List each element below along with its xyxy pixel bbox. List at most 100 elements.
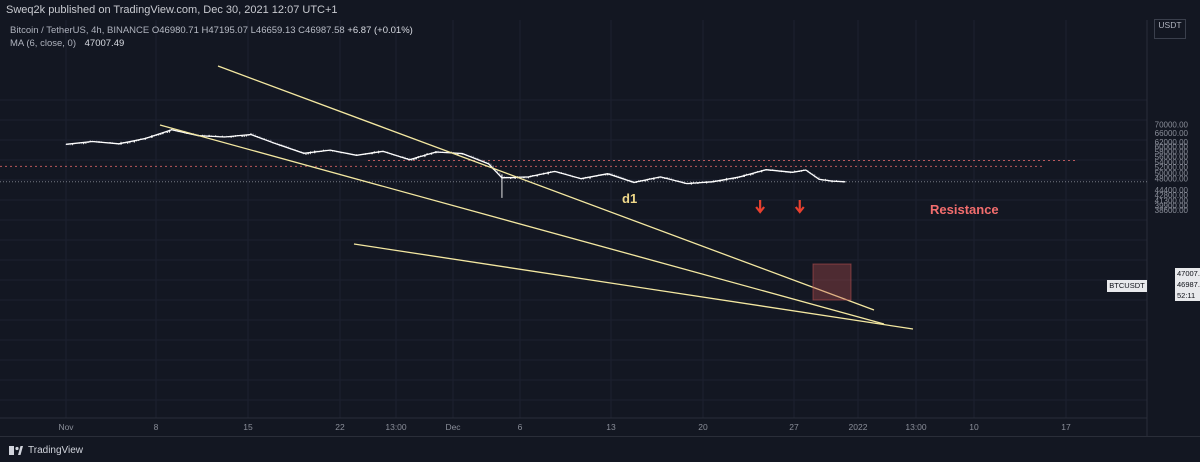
y-tick-label: 66000.00	[1155, 129, 1189, 138]
candle-body	[382, 151, 384, 153]
candle-body	[305, 153, 307, 155]
y-tick-label: 41300.00	[1155, 196, 1189, 205]
candle-body	[421, 156, 424, 157]
candle-body	[644, 180, 646, 182]
candle-body	[82, 143, 85, 144]
candle-body	[525, 177, 527, 179]
candle-body	[65, 144, 67, 146]
y-tick-label: 48000.00	[1155, 175, 1189, 184]
down-arrow-icon	[755, 200, 765, 214]
x-tick-label: 6	[518, 422, 523, 432]
candle-body	[749, 174, 752, 176]
candle-body	[527, 177, 530, 178]
x-tick-label: 27	[789, 422, 799, 432]
candle-body	[285, 145, 287, 147]
candle-body	[668, 177, 671, 179]
candle-body	[602, 174, 605, 176]
candle-body	[166, 132, 169, 133]
candle-body	[243, 135, 246, 137]
grid	[0, 20, 1147, 418]
x-tick-label: 15	[243, 422, 253, 432]
change-value: +6.87 (+0.01%)	[347, 25, 413, 36]
y-tick-label: 39900.00	[1155, 201, 1189, 210]
currency-badge[interactable]: USDT	[1154, 19, 1186, 39]
symbol-tag: BTCUSDT	[1107, 280, 1147, 292]
candle-body	[615, 174, 618, 176]
ohlc-values: O46980.71 H47195.07 L46659.13 C46987.58	[151, 25, 345, 36]
y-tick-label: 60000.00	[1155, 143, 1189, 152]
candle-body	[459, 153, 461, 155]
x-tick-label: 20	[698, 422, 708, 432]
candle-body	[252, 133, 254, 135]
candle-body	[509, 178, 512, 179]
candle-body	[410, 159, 413, 161]
d1-label: d1	[622, 191, 637, 206]
x-tick-label: 13:00	[385, 422, 407, 432]
candle-body	[734, 178, 737, 179]
candle-body	[232, 136, 235, 138]
tradingview-brand-label: TradingView	[28, 445, 84, 456]
trendline	[159, 124, 885, 325]
x-tick-label: 8	[154, 422, 159, 432]
candle-body	[490, 164, 492, 166]
tradingview-logo-icon	[9, 446, 23, 455]
candle-body	[269, 140, 272, 143]
candle-body	[265, 138, 268, 140]
x-tick-label: 13:00	[905, 422, 927, 432]
x-tick-label: 13	[606, 422, 616, 432]
down-arrow-icon	[794, 200, 805, 214]
trendlines	[159, 65, 914, 330]
candle-body	[778, 171, 781, 173]
y-tick-label: 52000.00	[1155, 163, 1189, 172]
ma-last-tag: 47007.49	[1175, 268, 1200, 279]
candle-body	[118, 144, 120, 145]
candle-body	[496, 169, 499, 173]
candle-body	[241, 135, 243, 137]
candle-body	[492, 165, 494, 170]
candle-body	[85, 142, 87, 144]
tradingview-brand[interactable]: TradingView	[9, 445, 83, 456]
last-price-tag: 46987.58	[1175, 279, 1200, 290]
candle-body	[512, 178, 514, 179]
candle-body	[514, 178, 516, 179]
candle-body	[164, 132, 166, 134]
candles	[65, 128, 844, 185]
resistance-label: Resistance	[930, 202, 999, 217]
symbol-legend: Bitcoin / TetherUS, 4h, BINANCE O46980.7…	[10, 25, 413, 36]
trendline	[217, 65, 875, 311]
publish-line: Sweq2k published on TradingView.com, Dec…	[6, 4, 338, 16]
header: Sweq2k published on TradingView.com, Dec…	[0, 0, 1200, 20]
candle-body	[228, 136, 230, 138]
candle-body	[126, 142, 129, 144]
candle-body	[498, 172, 501, 175]
candle-body	[659, 177, 662, 179]
candle-body	[369, 153, 371, 155]
y-tick-label: 50000.00	[1155, 169, 1189, 178]
candle-body	[732, 178, 734, 180]
candle-body	[723, 180, 726, 182]
x-tick-label: 22	[335, 422, 345, 432]
candle-body	[157, 134, 160, 136]
candle-body	[329, 150, 331, 152]
ma-value: 47007.49	[84, 38, 125, 49]
y-tick-label: 70000.00	[1155, 121, 1189, 130]
y-tick-label: 56000.00	[1155, 153, 1189, 162]
candle-body	[461, 153, 464, 155]
arrow-head	[755, 206, 765, 214]
candle-body	[283, 145, 285, 147]
candle-body	[159, 133, 162, 135]
y-tick-label: 58000.00	[1155, 148, 1189, 157]
y-tick-label: 38600.00	[1155, 206, 1189, 215]
y-tick-label: 44400.00	[1155, 186, 1189, 195]
ma-legend: MA (6, close, 0) 47007.49	[10, 38, 124, 49]
candle-body	[787, 172, 789, 173]
x-tick-label: 10	[969, 422, 979, 432]
candle-body	[307, 153, 309, 155]
countdown-tag: 52:11	[1175, 290, 1200, 301]
x-tick-label: Nov	[58, 422, 74, 432]
candle-body	[69, 144, 72, 146]
candle-body	[606, 174, 609, 176]
candle-body	[620, 176, 622, 178]
